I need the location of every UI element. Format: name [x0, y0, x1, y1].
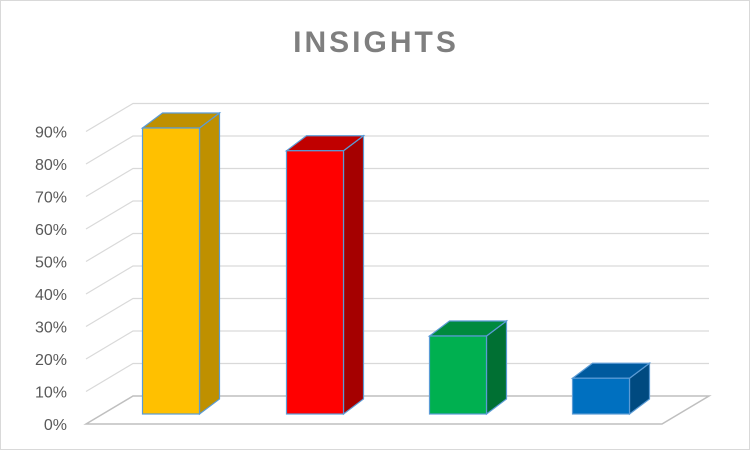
y-tick-label: 50% — [35, 255, 67, 272]
y-tick-label: 40% — [35, 287, 67, 304]
bar-front — [571, 377, 631, 415]
bar-front — [428, 335, 488, 415]
gridline — [85, 135, 709, 165]
gridline — [85, 362, 709, 393]
bar-side — [198, 111, 221, 416]
chart-title: INSIGHTS — [293, 26, 459, 59]
y-tick-label: 70% — [35, 190, 67, 207]
y-tick-label: 10% — [35, 385, 67, 402]
bar-side — [342, 134, 365, 416]
y-tick-label: 90% — [35, 125, 67, 142]
y-tick-label: 80% — [35, 157, 67, 174]
y-axis-tick-labels: 0% 10% 20% 30% 40% 50% 60% 70% 80% 90% — [35, 125, 67, 435]
y-tick-label: 20% — [35, 352, 67, 369]
bar — [284, 134, 366, 416]
bar-front — [285, 150, 345, 415]
gridline — [85, 232, 709, 263]
gridline — [85, 330, 709, 360]
gridline — [85, 200, 709, 230]
bar-front — [141, 127, 201, 415]
gridlines — [83, 102, 712, 425]
chart-floor — [83, 395, 712, 425]
gridline — [85, 167, 709, 198]
bar — [427, 319, 509, 416]
bar — [570, 362, 652, 416]
bar-side — [485, 319, 508, 416]
gridline — [85, 265, 709, 295]
gridline — [85, 297, 709, 328]
y-tick-label: 0% — [44, 417, 67, 434]
y-tick-label: 30% — [35, 320, 67, 337]
bars — [140, 111, 652, 416]
y-tick-label: 60% — [35, 222, 67, 239]
bar — [140, 111, 222, 416]
gridline — [85, 102, 709, 133]
